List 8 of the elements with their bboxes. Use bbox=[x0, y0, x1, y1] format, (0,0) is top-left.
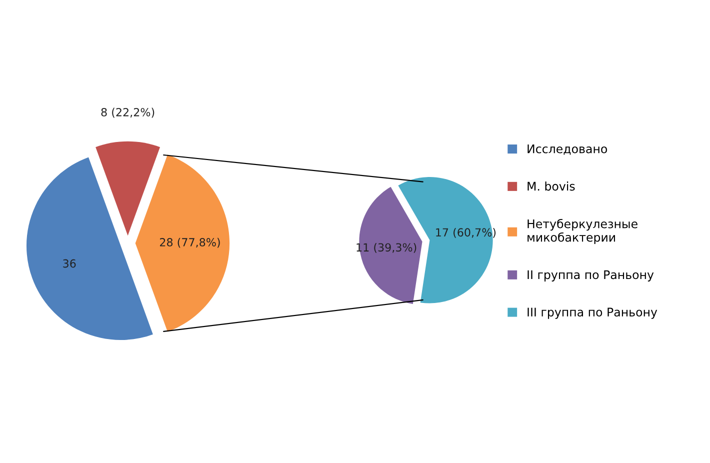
legend-label: Исследовано bbox=[528, 144, 608, 155]
data-label: 28 (77,8%) bbox=[160, 238, 220, 248]
legend-label: Нетуберкулезные микобактерии bbox=[528, 218, 638, 244]
data-label: 8 (22,2%) bbox=[101, 108, 154, 118]
legend-label: M. bovis bbox=[528, 182, 575, 191]
data-label: 36 bbox=[63, 259, 76, 268]
legend-label: III группа по Раньону bbox=[528, 308, 658, 319]
legend-label: II группа по Раньону bbox=[528, 270, 654, 282]
